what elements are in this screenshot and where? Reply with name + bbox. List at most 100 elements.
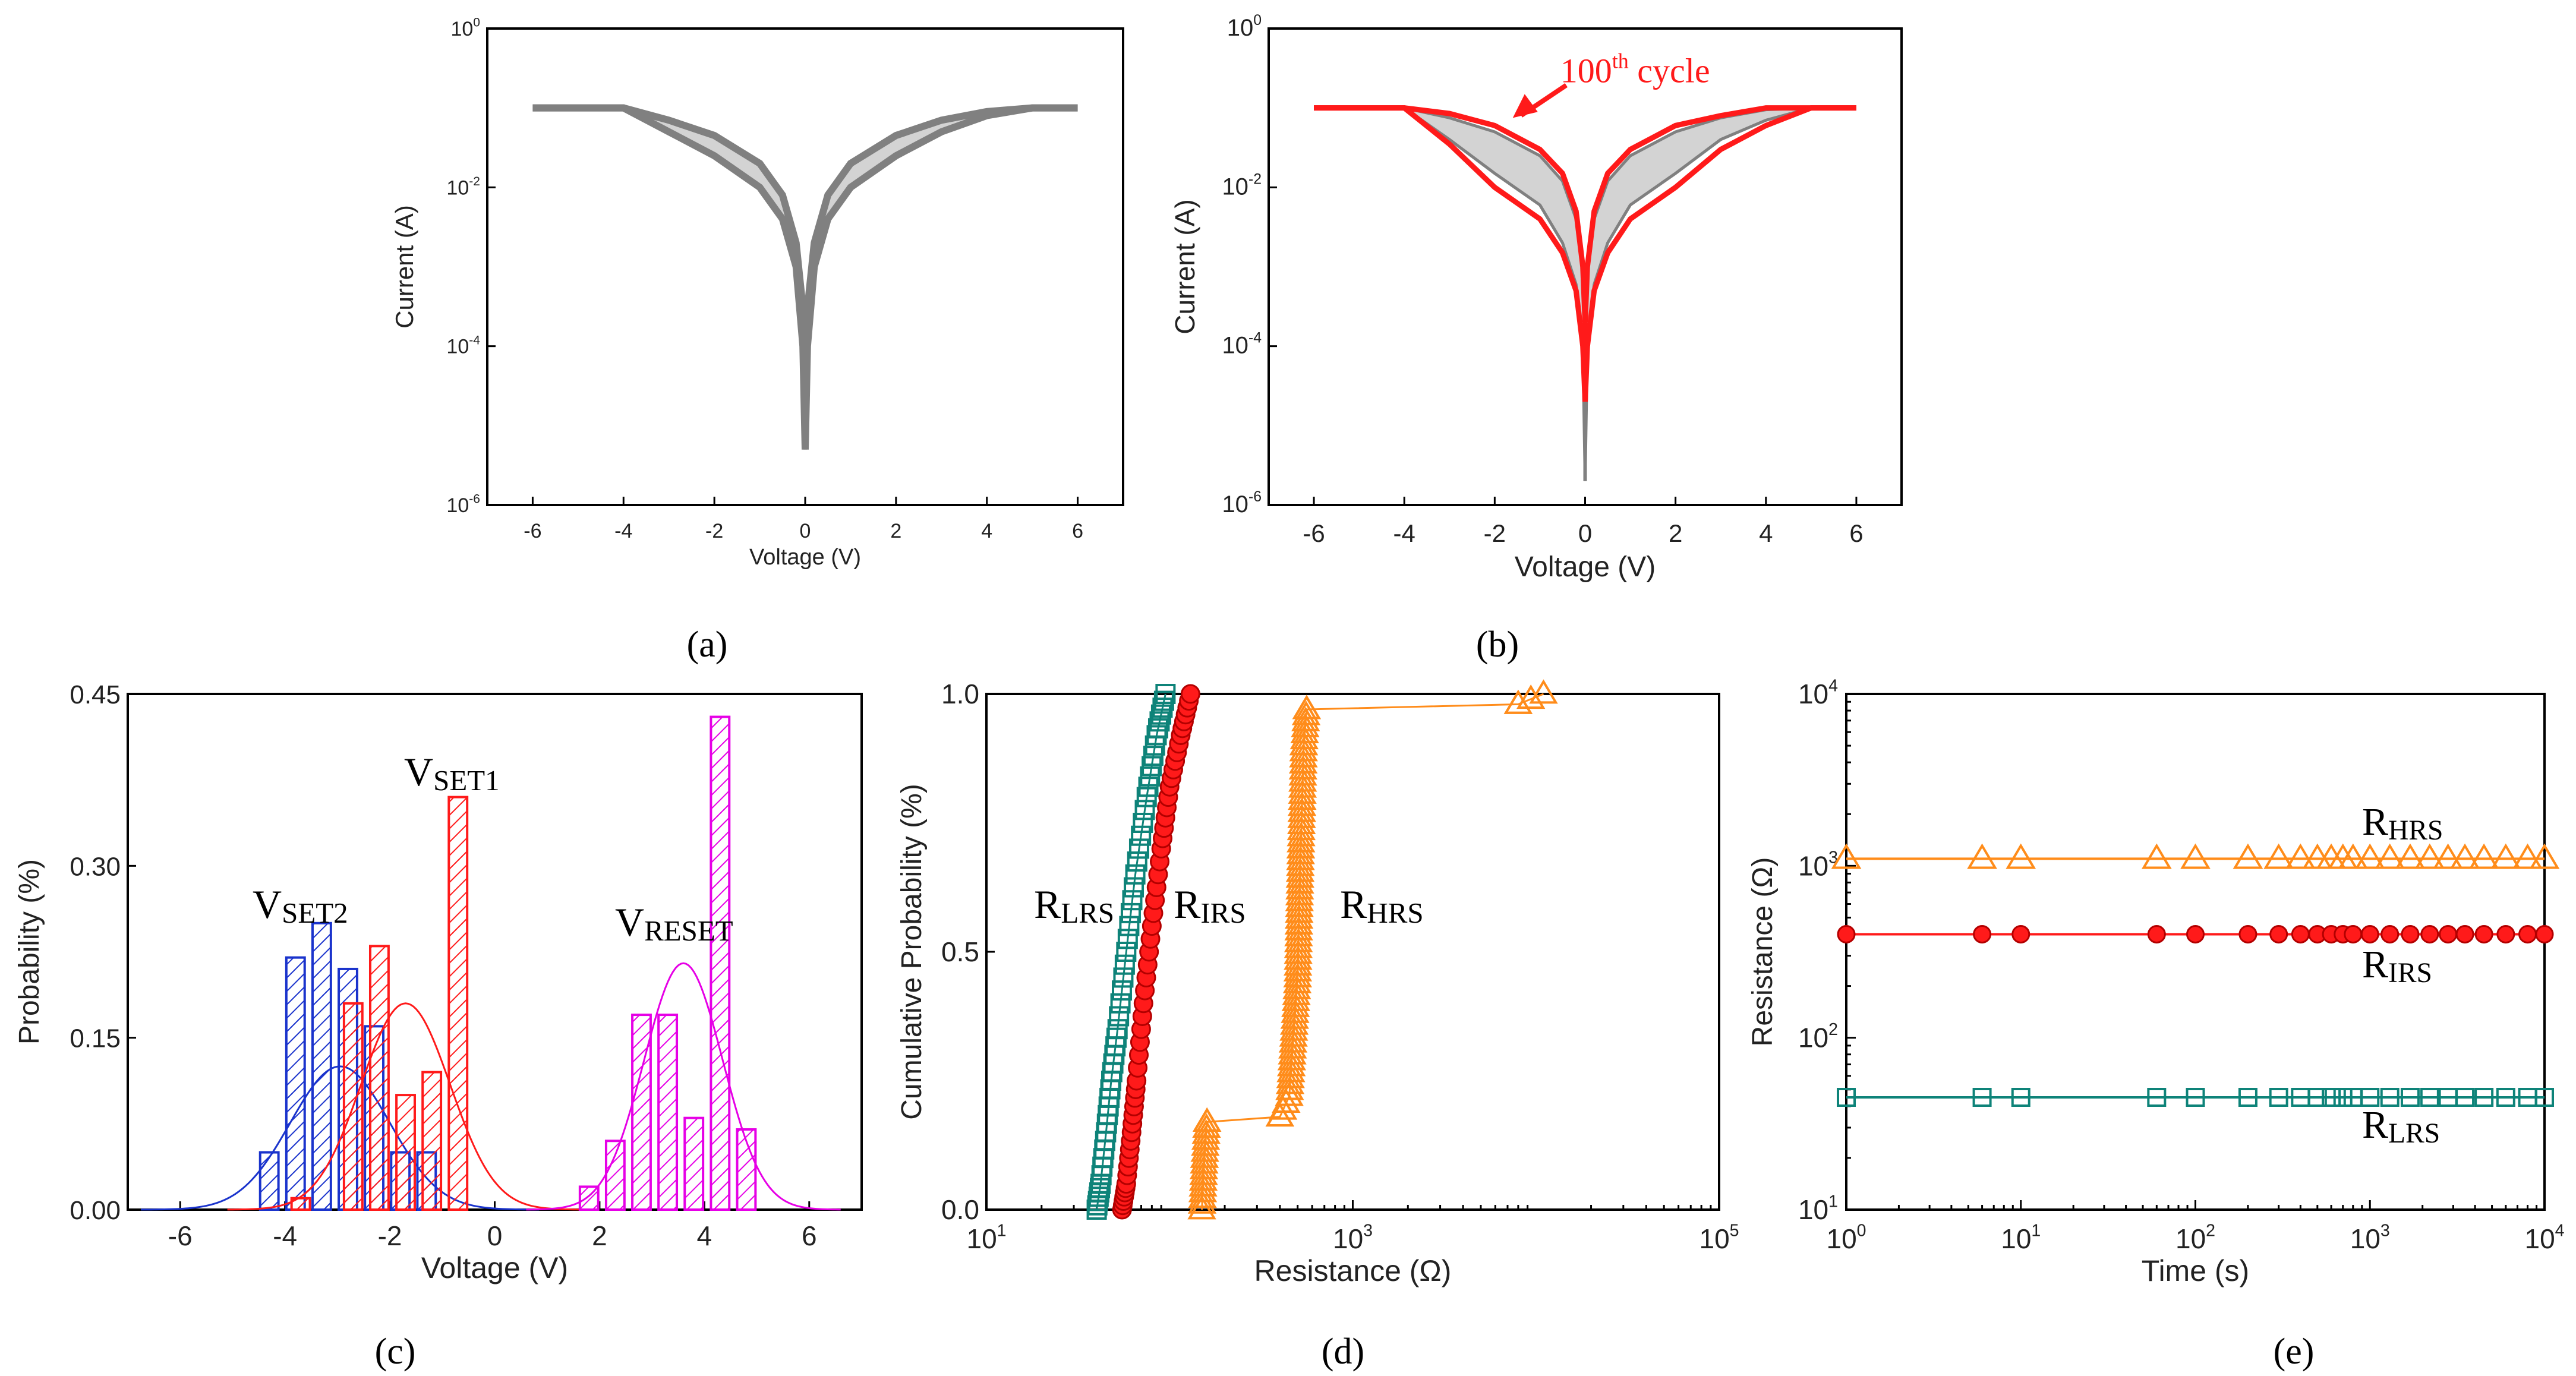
legend-r-lrs: RLRS (1034, 882, 1114, 929)
marker-square (2496, 1088, 2515, 1107)
x-tick-label: -6 (168, 1220, 193, 1251)
legend-r-irs: RIRS (1174, 882, 1246, 929)
marker-triangle (1284, 939, 1313, 964)
marker-triangle (1287, 828, 1316, 853)
x-tick-label: -2 (378, 1220, 402, 1251)
marker-triangle (2433, 843, 2463, 869)
marker-triangle (1285, 892, 1314, 917)
marker-square (1122, 890, 1143, 911)
x-axis-label: Time (s) (2142, 1254, 2249, 1287)
marker-square (1155, 684, 1176, 704)
marker-triangle (1279, 1010, 1309, 1035)
marker-square (2455, 1088, 2475, 1107)
marker-square (1138, 777, 1159, 797)
marker-triangle (1288, 767, 1317, 792)
histogram-bar (285, 956, 306, 1211)
marker-triangle (1288, 773, 1317, 798)
marker-square (1117, 929, 1138, 949)
x-tick-label: 101 (2001, 1221, 2041, 1254)
marker-triangle (1191, 1119, 1221, 1144)
marker-triangle (1282, 974, 1311, 999)
marker-circle (2535, 924, 2554, 943)
marker-triangle (1279, 1022, 1308, 1047)
x-tick-label: 102 (2175, 1221, 2215, 1254)
y-tick-label: 1.0 (941, 678, 979, 709)
marker-circle (2496, 924, 2515, 943)
marker-square (1113, 967, 1134, 988)
marker-triangle (1280, 1004, 1309, 1029)
marker-triangle (1281, 992, 1310, 1017)
marker-triangle (1285, 875, 1314, 900)
marker-triangle (2338, 843, 2369, 869)
y-tick-label: 0.5 (941, 936, 979, 967)
annotation-arrowhead (1512, 94, 1538, 118)
marker-circle (2401, 924, 2420, 943)
x-tick-label: 4 (1759, 519, 1773, 547)
panel-label-d: (d) (1322, 1331, 1364, 1372)
marker-triangle (2512, 843, 2543, 869)
x-tick-label: 105 (1699, 1221, 1739, 1254)
marker-triangle (1284, 927, 1313, 952)
marker-triangle (1282, 980, 1311, 1005)
x-tick-label: 103 (2350, 1221, 2390, 1254)
marker-square (1146, 725, 1167, 746)
histogram-bar (421, 1071, 443, 1211)
marker-circle (2518, 924, 2537, 943)
x-tick-label: 2 (1669, 519, 1682, 547)
panel-label-e: (e) (2274, 1331, 2315, 1372)
legend-v-reset: VRESET (615, 900, 733, 947)
marker-triangle (1529, 679, 1558, 704)
y-tick-label: 10-6 (446, 493, 480, 517)
marker-triangle (2285, 843, 2316, 869)
marker-square (2420, 1088, 2439, 1107)
y-tick-label: 100 (450, 16, 480, 40)
marker-triangle (1831, 843, 1862, 869)
gaussian-fit (227, 1002, 584, 1211)
marker-circle (2474, 924, 2493, 943)
marker-triangle (2263, 843, 2294, 869)
marker-circle (1180, 684, 1200, 704)
marker-triangle (1283, 957, 1313, 981)
marker-triangle (1286, 840, 1315, 864)
marker-triangle (1291, 700, 1321, 725)
marker-square (1124, 877, 1144, 898)
marker-square (2322, 1088, 2341, 1107)
marker-square (1143, 746, 1164, 766)
y-tick-label: 101 (1798, 1192, 1838, 1225)
x-tick-label: -6 (1303, 519, 1325, 547)
marker-square (2269, 1088, 2288, 1107)
marker-triangle (2375, 843, 2405, 869)
histogram-bar (578, 1185, 600, 1211)
marker-triangle (1287, 809, 1316, 834)
legend-v-set2: VSET2 (253, 882, 348, 929)
marker-square (1153, 690, 1174, 711)
x-tick-label: 6 (802, 1220, 817, 1251)
marker-square (1133, 813, 1153, 833)
marker-square (2011, 1088, 2030, 1107)
marker-triangle (1285, 857, 1315, 882)
marker-square (1147, 718, 1168, 739)
gaussian-fit (526, 962, 841, 1211)
marker-circle (2439, 924, 2458, 943)
marker-triangle (1281, 986, 1311, 1011)
marker-circle (2360, 924, 2379, 943)
x-axis-label: Voltage (V) (749, 545, 861, 570)
marker-square (1128, 838, 1149, 859)
y-tick-label: 0.30 (70, 852, 121, 881)
marker-triangle (1285, 898, 1314, 923)
marker-circle (2420, 924, 2439, 943)
marker-triangle (1967, 843, 1997, 869)
marker-triangle (1192, 1107, 1222, 1132)
marker-triangle (2529, 843, 2560, 869)
legend-e-lrs: RLRS (2362, 1103, 2440, 1149)
marker-triangle (1289, 731, 1319, 756)
marker-triangle (1283, 951, 1313, 976)
annotation-100th-cycle: 100th cycle (1560, 49, 1710, 90)
y-axis-label: Resistance (Ω) (1747, 857, 1779, 1047)
marker-square (2380, 1088, 2400, 1107)
panel-label-b: (b) (1476, 624, 1519, 665)
y-tick-label: 10-2 (446, 175, 480, 199)
histogram-bar (604, 1140, 626, 1211)
y-axis-label: Current (A) (1169, 199, 1200, 334)
